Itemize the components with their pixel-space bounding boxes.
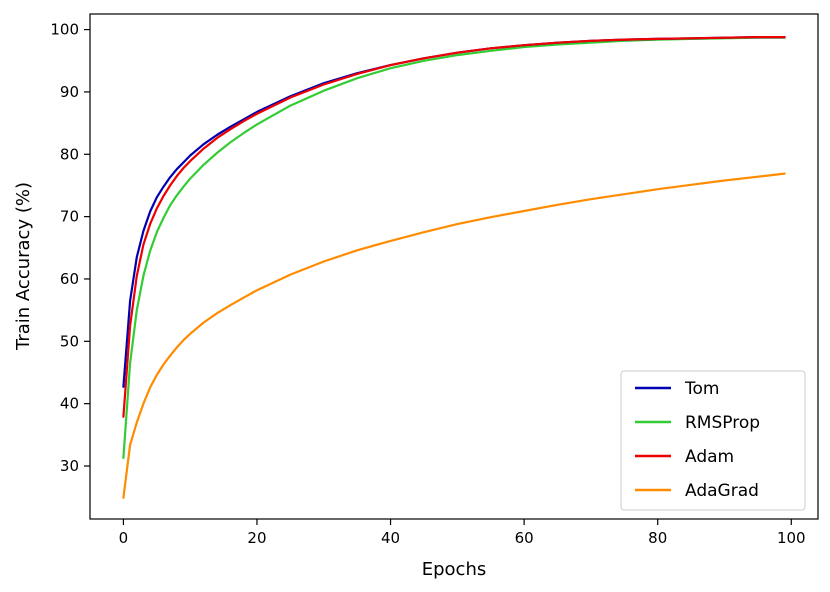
y-tick-label: 90 (60, 83, 79, 101)
x-tick-label: 20 (247, 529, 266, 547)
x-tick-label: 100 (777, 529, 806, 547)
x-tick-label: 60 (515, 529, 534, 547)
series-line-rmsprop (122, 36, 786, 459)
x-tick-label: 80 (648, 529, 667, 547)
legend: Tom RMSProp Adam AdaGrad (620, 370, 806, 511)
x-tick-label: 0 (119, 529, 129, 547)
y-tick-label: 80 (60, 145, 79, 163)
legend-label: Tom (684, 379, 719, 399)
y-axis-title: Train Accuracy (%) (13, 182, 34, 351)
y-tick-label: 100 (50, 21, 79, 39)
x-axis-title: Epochs (422, 559, 487, 580)
series-layer (122, 36, 786, 499)
legend-label: Adam (685, 447, 734, 467)
y-tick-label: 30 (60, 457, 79, 475)
y-tick-label: 60 (60, 270, 79, 288)
y-tick-label: 70 (60, 208, 79, 226)
y-tick-label: 40 (60, 395, 79, 413)
series-line-adam (122, 36, 786, 418)
legend-label: AdaGrad (685, 481, 759, 501)
legend-box (620, 370, 806, 511)
x-axis: 0 20 40 60 80 100 (119, 519, 806, 547)
y-tick-label: 50 (60, 332, 79, 350)
x-tick-label: 40 (381, 529, 400, 547)
y-axis: 30 40 50 60 70 80 90 100 (50, 21, 90, 475)
series-line-adagrad (122, 172, 786, 499)
legend-label: RMSProp (685, 413, 760, 433)
